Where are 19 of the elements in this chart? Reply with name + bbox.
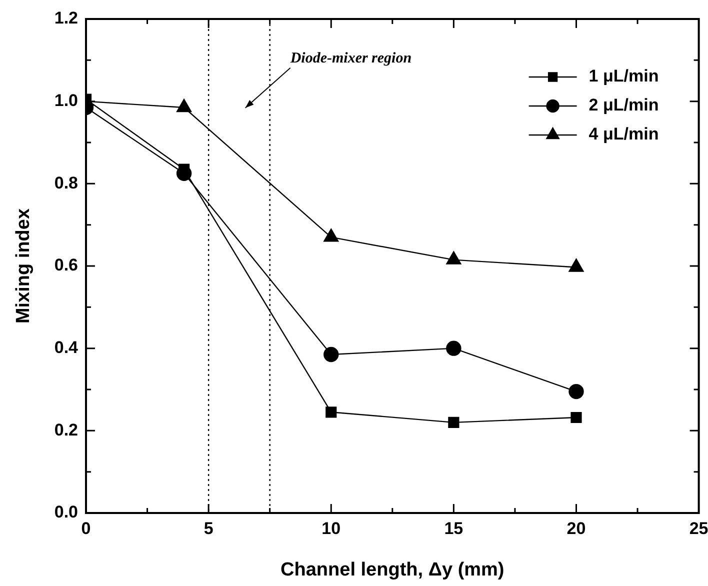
x-tick-label: 20	[566, 519, 586, 538]
x-tick-label: 10	[322, 519, 341, 538]
x-tick-label: 15	[444, 519, 464, 538]
x-tick-label: 25	[689, 519, 708, 538]
x-tick-label: 0	[81, 519, 91, 538]
y-tick-label: 0.0	[54, 502, 78, 522]
annotation: Diode-mixer region	[289, 50, 412, 66]
legend-label: 4 μL/min	[588, 124, 659, 144]
y-tick-label: 0.4	[54, 338, 79, 358]
x-tick-label: 5	[204, 519, 214, 538]
y-tick-label: 1.2	[54, 8, 78, 28]
y-tick-label: 0.6	[54, 256, 78, 275]
y-axis-title: Mixing index	[13, 208, 34, 324]
y-tick-label: 0.2	[54, 420, 78, 440]
y-tick-label: 0.8	[54, 173, 78, 192]
legend-label: 2 μL/min	[588, 96, 659, 115]
legend-label: 1 μL/min	[588, 66, 659, 86]
x-axis-title: Channel length, Δy (mm)	[280, 560, 504, 581]
y-tick-label: 1.0	[54, 91, 78, 110]
